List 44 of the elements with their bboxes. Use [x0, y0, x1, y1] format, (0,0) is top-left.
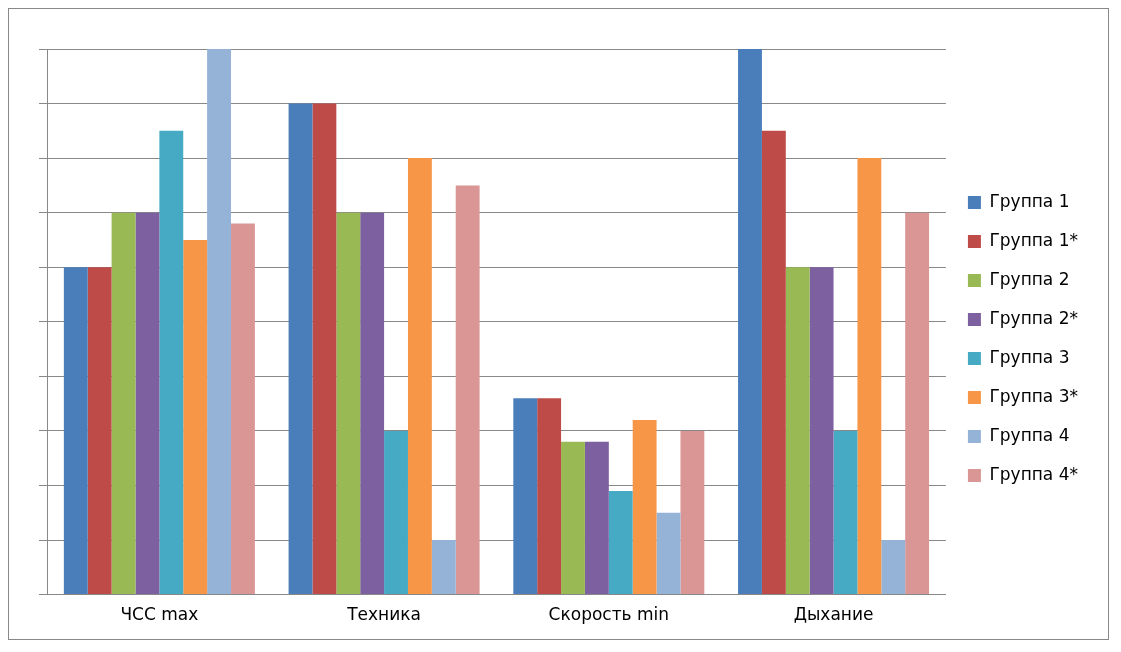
bar	[87, 267, 112, 595]
bar	[312, 103, 337, 595]
bar	[857, 158, 882, 595]
bar	[584, 441, 609, 595]
legend-label: Группа 1	[989, 190, 1070, 211]
bar	[384, 430, 408, 595]
bar	[231, 223, 255, 595]
bar	[431, 540, 456, 595]
bar	[360, 212, 385, 595]
bar	[809, 267, 834, 595]
bar	[881, 540, 906, 595]
bar	[656, 512, 681, 595]
legend-label: Группа 4	[989, 424, 1070, 445]
bar	[561, 441, 585, 595]
bar	[761, 130, 786, 595]
x-tick-label: ЧСС max	[120, 604, 199, 625]
x-tick-label: Техника	[346, 604, 421, 625]
bar	[135, 212, 160, 595]
legend-label: Группа 3*	[989, 385, 1079, 406]
bar	[455, 185, 480, 595]
bar	[513, 398, 538, 595]
bar	[738, 49, 762, 595]
bar	[111, 212, 136, 595]
bar	[833, 430, 858, 595]
x-tick-label: Дыхание	[793, 604, 874, 625]
bar	[207, 49, 231, 595]
bar	[680, 430, 705, 595]
bar	[159, 130, 184, 595]
x-tick-label: Скорость min	[548, 604, 670, 625]
legend-label: Группа 2*	[989, 307, 1079, 328]
bar	[407, 158, 432, 595]
legend-label: Группа 1*	[989, 229, 1079, 250]
bar	[785, 267, 810, 595]
bar	[288, 103, 313, 595]
bar	[905, 212, 930, 595]
legend-label: Группа 4*	[989, 463, 1079, 484]
bar	[336, 212, 361, 595]
bar	[183, 239, 208, 595]
bar	[632, 420, 657, 595]
bar	[63, 267, 88, 595]
legend-label: Группа 3	[989, 346, 1070, 367]
bar	[608, 490, 633, 595]
legend-label: Группа 2	[989, 268, 1070, 289]
bar	[537, 398, 562, 595]
